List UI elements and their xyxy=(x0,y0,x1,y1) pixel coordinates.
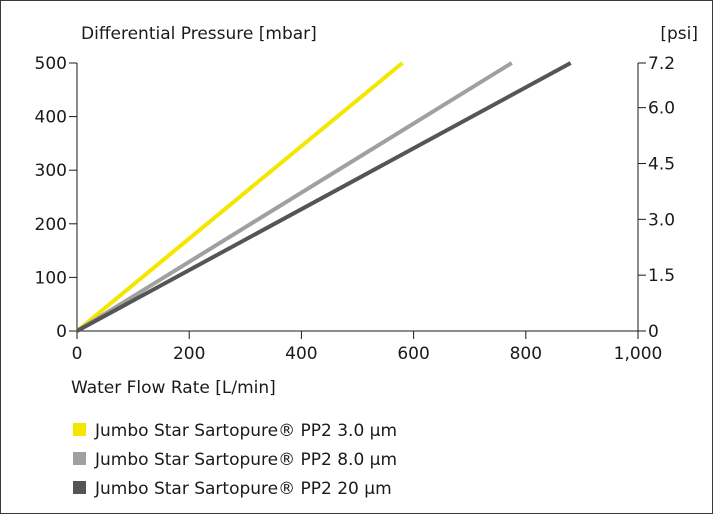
x-tick-label: 0 xyxy=(72,344,83,364)
y-tick-label: 100 xyxy=(35,268,67,288)
y2-tick-label: 1.5 xyxy=(648,266,675,286)
y-tick-label: 300 xyxy=(35,161,67,181)
x-axis-label: Water Flow Rate [L/min] xyxy=(71,378,276,398)
y2-tick-label: 3.0 xyxy=(648,210,675,230)
x-tick-label: 1,000 xyxy=(614,344,663,364)
legend: Jumbo Star Sartopure® PP2 3.0 µm Jumbo St… xyxy=(73,421,397,499)
x-tick-label: 600 xyxy=(397,344,429,364)
y-axis-label: Differential Pressure [mbar] xyxy=(81,24,317,44)
legend-label-1: Jumbo Star Sartopure® PP2 3.0 µm xyxy=(94,421,397,441)
legend-label-3: Jumbo Star Sartopure® PP2 20 µm xyxy=(94,479,392,499)
y2-tick-label: 7.2 xyxy=(648,54,675,74)
y-tick-label: 500 xyxy=(35,54,67,74)
y2-tick-label: 6.0 xyxy=(648,99,675,119)
x-tick-label: 400 xyxy=(285,344,317,364)
series-line-1 xyxy=(75,61,404,333)
y-tick-label: 200 xyxy=(35,215,67,235)
y-tick-label: 0 xyxy=(56,322,67,342)
y-tick-label: 400 xyxy=(35,108,67,128)
series-line-2 xyxy=(75,61,513,333)
series-line-3 xyxy=(76,61,572,333)
y2-tick-label: 4.5 xyxy=(648,155,675,175)
y2-tick-label: 0 xyxy=(648,322,659,342)
legend-label-2: Jumbo Star Sartopure® PP2 8.0 µm xyxy=(94,450,397,470)
legend-swatch-1 xyxy=(73,423,86,436)
y2-axis-label: [psi] xyxy=(660,24,698,44)
legend-swatch-2 xyxy=(73,452,86,465)
x-tick-label: 800 xyxy=(510,344,542,364)
x-tick-label: 200 xyxy=(173,344,205,364)
legend-swatch-3 xyxy=(73,481,86,494)
axis-labels: Differential Pressure [mbar] [psi] Water… xyxy=(71,24,698,398)
series-lines xyxy=(75,61,572,333)
